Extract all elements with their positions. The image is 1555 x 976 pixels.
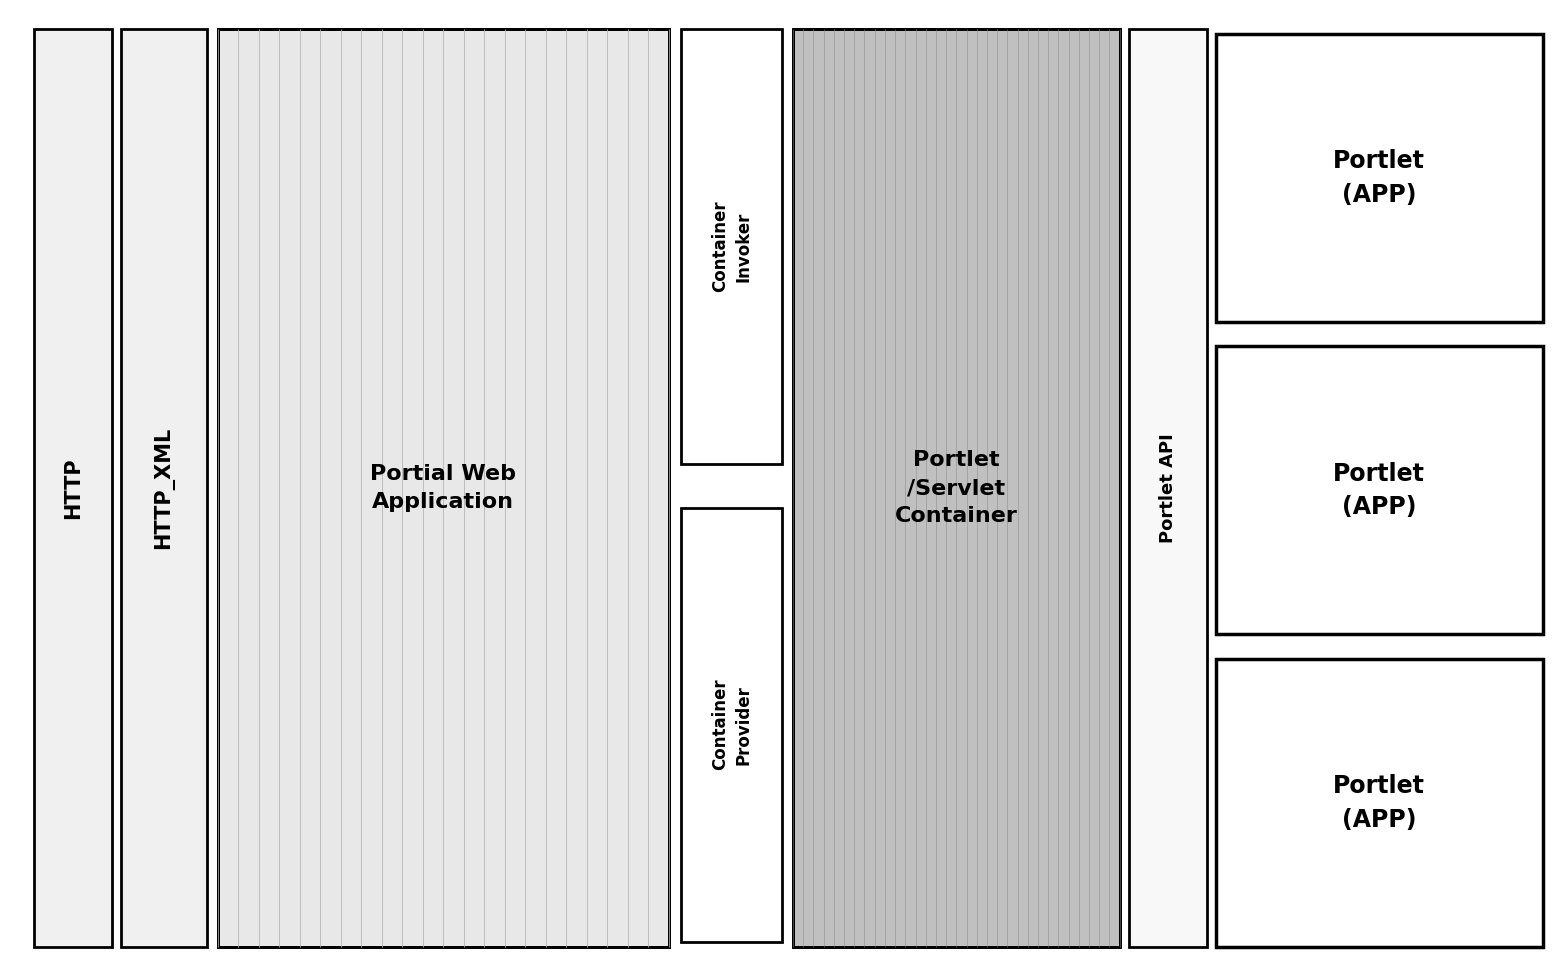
Bar [1216, 659, 1543, 947]
Bar [793, 29, 1120, 947]
Bar [1216, 346, 1543, 634]
Bar [793, 29, 1120, 947]
Text: HTTP_XML: HTTP_XML [154, 427, 174, 549]
Text: Portlet
(APP): Portlet (APP) [1333, 774, 1426, 832]
Bar [1129, 29, 1207, 947]
Bar [218, 29, 669, 947]
Text: Portlet
(APP): Portlet (APP) [1333, 149, 1426, 207]
Bar [218, 29, 669, 947]
Bar [681, 508, 782, 942]
Text: Portlet API: Portlet API [1158, 433, 1177, 543]
Text: Portlet
/Servlet
Container: Portlet /Servlet Container [894, 450, 1019, 526]
Bar [34, 29, 112, 947]
Text: Container
Provider: Container Provider [711, 679, 753, 770]
Bar [1216, 34, 1543, 322]
Bar [681, 29, 782, 464]
Text: HTTP: HTTP [64, 457, 82, 519]
Text: Portlet
(APP): Portlet (APP) [1333, 462, 1426, 519]
Text: Portial Web
Application: Portial Web Application [370, 464, 516, 512]
Bar [121, 29, 207, 947]
Text: Container
Invoker: Container Invoker [711, 201, 753, 292]
